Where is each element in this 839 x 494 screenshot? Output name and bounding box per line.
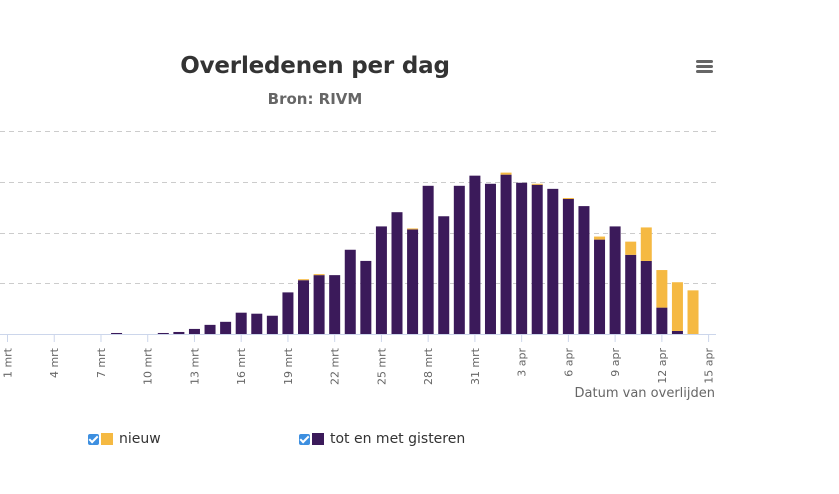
menu-line [696,70,713,73]
bar-tot-en-met-gisteren [360,260,372,334]
legend-label-nieuw: nieuw [119,431,161,447]
bar-nieuw [625,241,637,255]
bar-nieuw [313,274,325,276]
x-tick-label: 28 mrt [422,347,435,385]
x-tick-label: 15 apr [703,348,716,384]
checkbox-icon[interactable] [299,433,310,445]
bar-nieuw [656,270,668,308]
bar-tot-en-met-gisteren [531,184,543,334]
x-tick-label: 31 mrt [469,347,482,385]
chart-title: Overledenen per dag [180,53,450,79]
bar-tot-en-met-gisteren [251,313,263,334]
bar-nieuw [531,183,543,185]
bar-tot-en-met-gisteren [313,275,325,334]
x-tick-label: 9 apr [609,348,622,377]
bar-tot-en-met-gisteren [562,199,574,334]
x-tick-label: 25 mrt [375,347,388,385]
bar-tot-en-met-gisteren [220,321,232,334]
bar-tot-en-met-gisteren [298,280,310,334]
x-axis-title: Datum van overlijden [574,386,715,401]
bar-tot-en-met-gisteren [391,212,403,334]
x-tick-label: 4 mrt [48,347,61,378]
x-tick-label: 12 apr [656,348,669,384]
menu-line [696,65,713,68]
bar-tot-en-met-gisteren [157,332,169,334]
bar-tot-en-met-gisteren [344,249,356,334]
bar-tot-en-met-gisteren [188,328,200,334]
x-tick-label: 22 mrt [329,347,342,385]
legend-swatch-nieuw [101,433,113,445]
x-tick-label: 6 apr [562,348,575,377]
bar-tot-en-met-gisteren [422,185,434,334]
bar-tot-en-met-gisteren [656,307,668,334]
bar-tot-en-met-gisteren [375,226,387,334]
checkbox-icon[interactable] [88,433,99,445]
hamburger-menu-icon[interactable] [690,56,718,78]
bar-tot-en-met-gisteren [173,331,185,334]
x-tick-label: 19 mrt [282,347,295,385]
x-tick-label: 16 mrt [235,347,248,385]
bar-nieuw [407,228,419,230]
bar-tot-en-met-gisteren [671,330,683,334]
bar-tot-en-met-gisteren [329,275,341,334]
x-tick-label: 1 mrt [2,347,15,378]
bar-tot-en-met-gisteren [500,174,512,334]
chart-subtitle: Bron: RIVM [267,90,363,108]
bar-tot-en-met-gisteren [547,188,559,334]
legend-label-tot-en-met-gisteren: tot en met gisteren [330,431,466,447]
bar-tot-en-met-gisteren [111,332,123,334]
bar-nieuw [687,290,699,334]
x-tick-label: 3 apr [516,348,529,377]
bar-tot-en-met-gisteren [235,312,247,334]
bar-nieuw [298,279,310,281]
x-tick-label: 13 mrt [188,347,201,385]
bar-tot-en-met-gisteren [484,183,496,334]
bar-tot-en-met-gisteren [640,260,652,334]
bar-nieuw [562,197,574,200]
bar-tot-en-met-gisteren [407,229,419,334]
bar-tot-en-met-gisteren [625,254,637,334]
x-tick-label: 10 mrt [142,347,155,385]
bar-tot-en-met-gisteren [453,185,465,334]
bar-tot-en-met-gisteren [516,182,528,334]
menu-line [696,60,713,63]
bar-tot-en-met-gisteren [469,175,481,334]
bar-nieuw [671,282,683,331]
bar-tot-en-met-gisteren [578,206,590,334]
bar-tot-en-met-gisteren [438,216,450,334]
bar-nieuw [594,236,606,240]
bar-tot-en-met-gisteren [204,324,216,334]
bar-tot-en-met-gisteren [282,292,294,334]
legend-swatch-tot-en-met-gisteren [312,433,324,445]
x-tick-label: 7 mrt [95,347,108,378]
bar-nieuw [500,172,512,175]
bar-tot-en-met-gisteren [609,226,621,334]
bar-tot-en-met-gisteren [266,315,278,334]
legend-item-tot-en-met-gisteren[interactable]: tot en met gisteren [299,431,465,447]
legend-item-nieuw[interactable]: nieuw [88,431,161,447]
bar-nieuw [640,227,652,261]
bar-tot-en-met-gisteren [594,239,606,334]
